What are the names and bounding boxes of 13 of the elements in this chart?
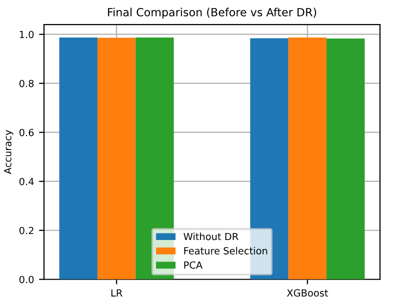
y-tick-label: 0.0 xyxy=(19,276,34,284)
y-tick-label: 0.2 xyxy=(19,226,34,234)
y-tick-label: 0.8 xyxy=(19,80,34,88)
x-tick-label: LR xyxy=(111,289,122,296)
y-tick-label: 0.6 xyxy=(19,128,34,136)
legend-label: Without DR xyxy=(184,232,238,240)
y-tick-label: 0.4 xyxy=(19,178,34,186)
x-tick-label: XGBoost xyxy=(286,289,328,297)
legend-label: Feature Selection xyxy=(184,246,268,254)
y-tick-label: 1.0 xyxy=(20,30,34,38)
y-axis-title: Accuracy xyxy=(4,130,14,174)
chart-title: Final Comparison (Before vs After DR) xyxy=(108,8,316,19)
legend-label: PCA xyxy=(184,261,203,269)
